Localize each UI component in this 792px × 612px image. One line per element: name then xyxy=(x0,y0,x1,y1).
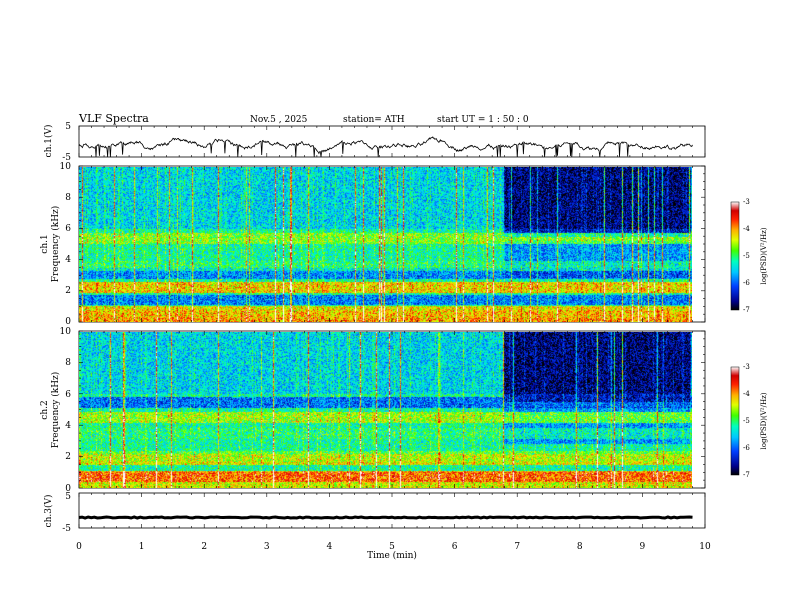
x-axis-label: Time (min) xyxy=(367,550,417,561)
spec1-ytick-0: 0 xyxy=(65,317,71,327)
xtick-9: 9 xyxy=(640,542,646,552)
ch1-spectrogram-image xyxy=(79,167,692,322)
ch1-ytick-top: 5 xyxy=(65,122,71,132)
xtick-7: 7 xyxy=(514,542,520,552)
cb2-tick-m5: -5 xyxy=(743,417,750,425)
x-axis: 0 1 2 3 4 5 6 7 8 9 10 Time (min) xyxy=(76,542,711,561)
spec2-ytick-6: 6 xyxy=(65,390,71,400)
axis-tick-marks xyxy=(78,126,706,528)
ch3-ylabel: ch.3(V) xyxy=(43,495,54,528)
spec2-ytick-10: 10 xyxy=(60,327,72,337)
cb1-tick-m4: -4 xyxy=(743,225,750,233)
xtick-5: 5 xyxy=(389,542,395,552)
xtick-10: 10 xyxy=(699,542,711,552)
spec2-ytick-0: 0 xyxy=(65,484,71,494)
ch1-voltage-trace xyxy=(78,136,693,158)
cb2-tick-m3: -3 xyxy=(743,363,750,371)
ch2-colorbar: -3 -4 -5 -6 -7 log(PSD)(V²/Hz) xyxy=(730,363,768,479)
xtick-0: 0 xyxy=(76,542,82,552)
ch1-voltage-panel: 5 -5 ch.1(V) xyxy=(43,122,706,163)
spec1-ytick-10: 10 xyxy=(60,162,72,172)
spec2-ytick-4: 4 xyxy=(65,421,71,431)
start-time-label: start UT = 1 : 50 : 0 xyxy=(437,115,529,125)
cb2-tick-m7: -7 xyxy=(743,471,750,479)
ch2-spectrogram-ylabel: Frequency (kHz) xyxy=(50,372,61,449)
spec2-ytick-2: 2 xyxy=(65,452,71,462)
ch1-colorbar-label: log(PSD)(V²/Hz) xyxy=(760,227,768,284)
spec1-ytick-6: 6 xyxy=(65,224,71,234)
ch1-spectrogram-ylabel: Frequency (kHz) xyxy=(50,206,61,283)
ch1-colorbar-gradient xyxy=(730,201,740,311)
station-label: station= ATH xyxy=(343,115,405,125)
figure-title: VLF Spectra xyxy=(78,112,149,125)
xtick-2: 2 xyxy=(201,542,207,552)
ch1-spectrogram-panel: 10 8 6 4 2 0 ch.1 Frequency (kHz) xyxy=(40,162,706,327)
cb1-tick-m5: -5 xyxy=(743,252,750,260)
xtick-8: 8 xyxy=(577,542,583,552)
ch1-colorbar: -3 -4 -5 -6 -7 log(PSD)(V²/Hz) xyxy=(730,198,768,314)
ch3-ytick-top: 5 xyxy=(65,492,71,502)
ch1-spectrogram-channel-label: ch.1 xyxy=(40,234,50,253)
ch2-spectrogram-image xyxy=(79,332,692,488)
ch3-ytick-bottom: -5 xyxy=(62,524,71,534)
spec2-ytick-8: 8 xyxy=(65,358,71,368)
xtick-6: 6 xyxy=(452,542,458,552)
spec1-ytick-2: 2 xyxy=(65,286,71,296)
cb1-tick-m6: -6 xyxy=(743,279,750,287)
cb1-tick-m3: -3 xyxy=(743,198,750,206)
cb2-tick-m6: -6 xyxy=(743,444,750,452)
cb1-tick-m7: -7 xyxy=(743,306,750,314)
ch1-spectrogram-yticks: 10 8 6 4 2 0 xyxy=(60,162,72,327)
ch2-colorbar-gradient xyxy=(730,366,740,476)
spec1-ytick-8: 8 xyxy=(65,193,71,203)
xtick-1: 1 xyxy=(139,542,145,552)
xtick-3: 3 xyxy=(264,542,270,552)
ch3-voltage-trace xyxy=(78,515,693,520)
spec1-ytick-4: 4 xyxy=(65,255,71,265)
ch2-colorbar-label: log(PSD)(V²/Hz) xyxy=(760,392,768,449)
cb2-tick-m4: -4 xyxy=(743,390,750,398)
ch2-spectrogram-yticks: 10 8 6 4 2 0 xyxy=(60,327,72,494)
xtick-4: 4 xyxy=(327,542,333,552)
date-label: Nov.5 , 2025 xyxy=(250,115,308,125)
ch1-ylabel: ch.1(V) xyxy=(43,125,54,158)
ch3-voltage-panel: 5 -5 ch.3(V) xyxy=(43,492,706,534)
ch1-ytick-bottom: -5 xyxy=(62,153,71,163)
ch2-spectrogram-channel-label: ch.2 xyxy=(40,400,50,419)
ch2-spectrogram-panel: 10 8 6 4 2 0 ch.2 Frequency (kHz) xyxy=(40,327,706,494)
